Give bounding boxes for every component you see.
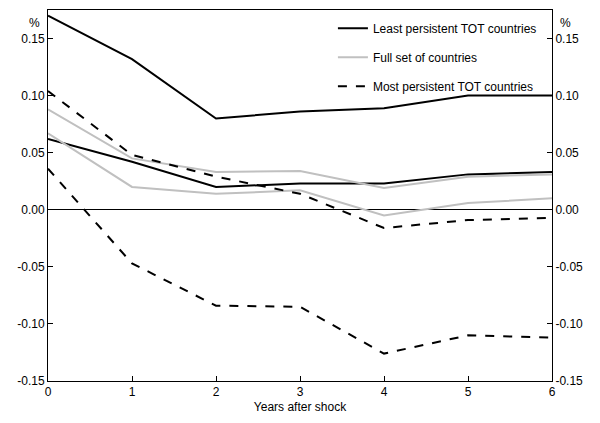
- svg-text:0.00: 0.00: [21, 203, 45, 217]
- svg-text:6: 6: [549, 385, 556, 399]
- svg-text:5: 5: [465, 385, 472, 399]
- svg-text:0.05: 0.05: [21, 146, 45, 160]
- svg-text:-0.05: -0.05: [17, 260, 45, 274]
- svg-text:-0.10: -0.10: [555, 317, 583, 331]
- svg-text:Most persistent TOT countries: Most persistent TOT countries: [373, 80, 533, 94]
- svg-text:Least persistent TOT countries: Least persistent TOT countries: [373, 22, 536, 36]
- svg-text:1: 1: [129, 385, 136, 399]
- svg-text:0.05: 0.05: [555, 146, 579, 160]
- svg-text:-0.05: -0.05: [555, 260, 583, 274]
- svg-text:3: 3: [297, 385, 304, 399]
- svg-text:0.15: 0.15: [555, 32, 579, 46]
- svg-text:0.10: 0.10: [555, 89, 579, 103]
- svg-text:0.10: 0.10: [21, 89, 45, 103]
- svg-text:%: %: [29, 16, 40, 30]
- svg-text:-0.15: -0.15: [17, 374, 45, 388]
- svg-text:0: 0: [45, 385, 52, 399]
- svg-text:0.00: 0.00: [555, 203, 579, 217]
- svg-text:4: 4: [381, 385, 388, 399]
- svg-text:0.15: 0.15: [21, 32, 45, 46]
- svg-text:2: 2: [213, 385, 220, 399]
- svg-text:%: %: [560, 16, 571, 30]
- svg-text:-0.10: -0.10: [17, 317, 45, 331]
- svg-text:Full set of countries: Full set of countries: [373, 51, 477, 65]
- svg-text:-0.15: -0.15: [555, 374, 583, 388]
- svg-text:Years after shock: Years after shock: [254, 400, 347, 414]
